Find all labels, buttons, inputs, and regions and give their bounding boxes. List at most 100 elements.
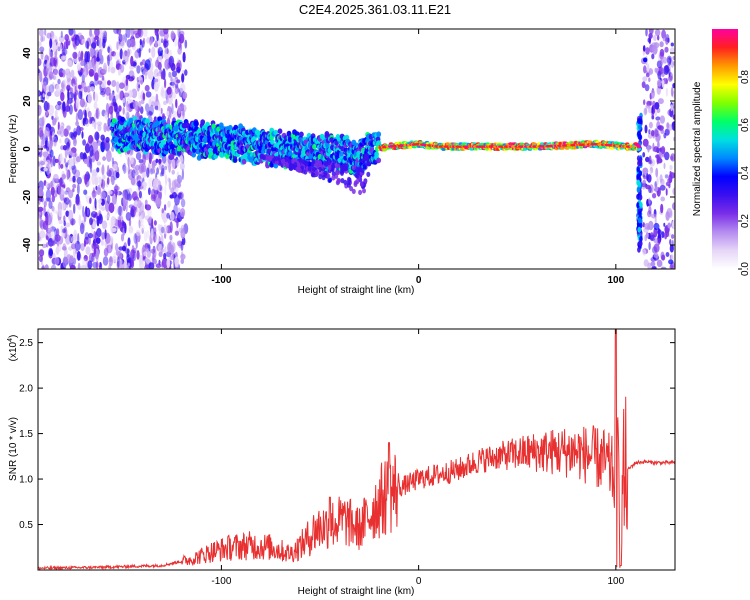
spectrogram-ridge: [110, 115, 642, 195]
noise-speck: [169, 221, 173, 234]
noise-speck: [643, 175, 647, 180]
noise-speck: [108, 105, 114, 115]
noise-speck: [168, 162, 172, 173]
noise-speck: [107, 67, 110, 73]
ridge-speck: [336, 178, 341, 185]
noise-speck: [654, 29, 661, 37]
noise-speck: [177, 47, 182, 55]
noise-speck: [168, 71, 172, 78]
noise-speck: [657, 238, 661, 245]
noise-speck: [176, 159, 180, 167]
noise-speck: [123, 165, 128, 173]
noise-speck: [643, 99, 646, 106]
noise-speck: [644, 124, 648, 134]
noise-speck: [45, 197, 52, 202]
noise-speck: [654, 186, 659, 192]
spike-speck: [639, 201, 643, 208]
noise-speck: [96, 161, 101, 166]
noise-speck: [66, 141, 71, 149]
noise-speck: [95, 253, 99, 263]
noise-speck: [657, 125, 664, 131]
noise-speck: [171, 169, 175, 175]
noise-speck: [74, 240, 81, 251]
noise-speck: [104, 109, 109, 115]
noise-speck: [124, 248, 130, 254]
noise-speck: [659, 51, 665, 60]
noise-speck: [645, 29, 648, 37]
ridge-speck: [227, 124, 233, 131]
ridge-speck: [268, 155, 273, 162]
ridge-speck: [326, 173, 331, 179]
noise-speck: [38, 41, 42, 47]
noise-speck: [139, 202, 145, 214]
noise-speck: [644, 84, 650, 92]
noise-speck: [111, 146, 115, 152]
noise-speck: [655, 134, 661, 143]
x-tick-label: 0: [416, 576, 422, 587]
y-tick-label: 0.5: [19, 520, 33, 531]
noise-speck: [87, 260, 93, 269]
colorbar-ticks: 0.00.20.40.60.8: [738, 70, 750, 276]
noise-speck: [144, 59, 151, 71]
noise-speck: [117, 69, 122, 76]
noise-speck: [51, 230, 56, 241]
noise-speck: [168, 49, 172, 57]
noise-speck: [645, 184, 651, 190]
noise-speck: [142, 92, 146, 101]
noise-speck: [136, 65, 141, 74]
noise-speck: [71, 217, 74, 226]
noise-speck: [167, 86, 173, 99]
noise-speck: [66, 100, 69, 112]
noise-speck: [108, 48, 113, 57]
noise-speck: [102, 30, 107, 38]
ridge-speck: [266, 148, 272, 154]
noise-speck: [647, 262, 651, 269]
noise-speck: [171, 180, 177, 190]
noise-speck: [642, 152, 646, 158]
noise-speck: [84, 143, 90, 154]
ridge-speck: [270, 139, 275, 145]
noise-speck: [148, 177, 154, 189]
x-tick-label: -100: [211, 275, 231, 286]
noise-speck: [143, 251, 148, 257]
noise-speck: [86, 155, 91, 168]
ridge-speck: [160, 139, 166, 146]
noise-speck: [664, 151, 670, 161]
noise-speck: [669, 244, 674, 253]
noise-speck: [62, 45, 66, 57]
noise-speck: [108, 167, 114, 178]
noise-speck: [648, 241, 651, 251]
spike-speck: [636, 166, 640, 172]
noise-speck: [41, 243, 48, 248]
noise-speck: [64, 34, 69, 42]
noise-speck: [71, 243, 76, 250]
noise-speck: [169, 255, 175, 260]
noise-speck: [159, 224, 164, 236]
noise-speck: [668, 259, 674, 265]
noise-speck: [112, 170, 118, 181]
noise-speck: [130, 55, 134, 67]
noise-speck: [62, 145, 67, 151]
noise-speck: [118, 43, 122, 51]
noise-speck: [142, 181, 146, 186]
noise-speck: [670, 153, 675, 162]
noise-speck: [60, 91, 65, 102]
noise-speck: [95, 185, 98, 191]
ridge-speck: [346, 182, 351, 188]
noise-speck: [125, 106, 130, 118]
noise-speck: [47, 208, 50, 215]
noise-speck: [43, 100, 49, 112]
noise-speck: [123, 33, 128, 43]
noise-speck: [671, 234, 675, 239]
noise-speck: [73, 247, 76, 258]
noise-speck: [140, 66, 144, 73]
noise-speck: [77, 64, 81, 71]
noise-speck: [167, 94, 173, 105]
noise-speck: [152, 247, 157, 259]
noise-speck: [665, 37, 669, 45]
noise-speck: [163, 100, 167, 106]
noise-speck: [115, 94, 119, 101]
noise-speck: [110, 66, 116, 74]
noise-speck: [139, 38, 142, 46]
noise-speck: [89, 47, 94, 58]
